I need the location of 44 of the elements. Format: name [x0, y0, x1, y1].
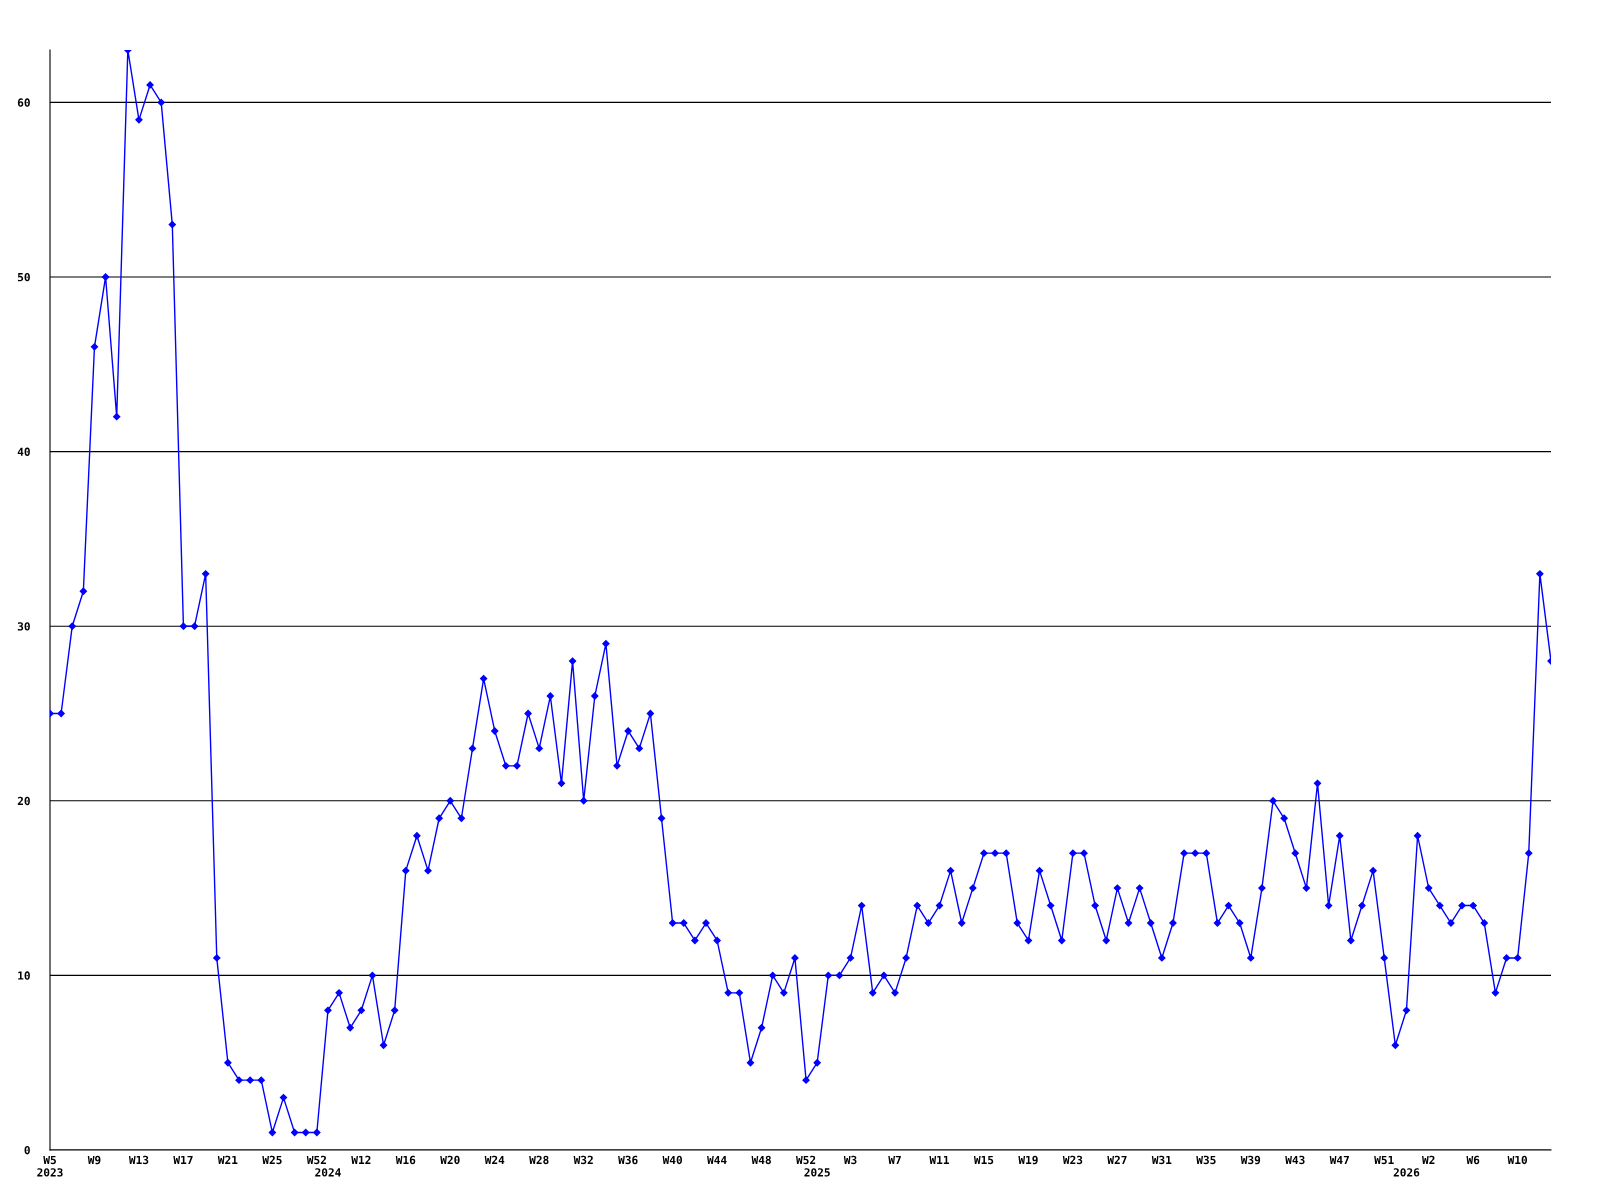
x-tick-label: W47: [1329, 1155, 1349, 1164]
x-tick-label: W3: [843, 1155, 857, 1165]
x-tick-label: W20: [440, 1155, 460, 1165]
y-tick-label: 40: [17, 447, 30, 456]
y-tick-label: 50: [17, 272, 30, 282]
x-tick-label: W52: [796, 1155, 816, 1165]
x-tick-label: 2024: [315, 1168, 341, 1177]
x-tick-label: W9: [87, 1155, 101, 1165]
x-tick-label: W10: [1507, 1155, 1528, 1165]
x-tick-label: W51: [1374, 1155, 1394, 1165]
x-tick-label: 2026: [1393, 1168, 1420, 1177]
x-tick-label: W15: [973, 1155, 994, 1165]
y-tick-label: 20: [17, 796, 30, 806]
x-tick-label: W36: [618, 1155, 638, 1165]
x-tick-label: W13: [128, 1155, 149, 1165]
y-tick-label: 30: [17, 622, 30, 631]
x-tick-label: W6: [1466, 1155, 1480, 1165]
x-tick-label: W48: [751, 1155, 771, 1165]
x-tick-label: W24: [484, 1155, 505, 1164]
x-tick-label: W28: [529, 1155, 549, 1165]
x-tick-label: W31: [1151, 1155, 1172, 1165]
x-tick-label: W16: [395, 1155, 416, 1165]
y-tick-label: 10: [18, 971, 30, 980]
y-tick-label: 0: [24, 1145, 30, 1155]
x-tick-label: W12: [351, 1155, 371, 1164]
x-tick-label: W19: [1018, 1155, 1038, 1165]
x-tick-label: W17: [173, 1155, 193, 1164]
x-tick-label: W7: [888, 1155, 901, 1164]
x-tick-label: W39: [1240, 1155, 1261, 1165]
x-tick-label: W11: [929, 1155, 949, 1164]
x-tick-label: W52: [306, 1155, 326, 1165]
x-tick-label: W25: [262, 1155, 282, 1165]
x-tick-label: W35: [1196, 1155, 1216, 1165]
x-tick-label: W32: [573, 1155, 593, 1165]
x-tick-label: 2025: [804, 1168, 830, 1177]
y-tick-label: 60: [17, 98, 30, 107]
x-tick-label: W40: [662, 1155, 682, 1165]
x-tick-label: W44: [707, 1155, 727, 1164]
x-tick-label: W43: [1285, 1155, 1305, 1165]
x-tick-label: W5 2023: [37, 1155, 63, 1177]
x-tick-label: W27: [1107, 1155, 1127, 1164]
x-tick-label: W2: [1422, 1155, 1435, 1164]
x-tick-label: W23: [1062, 1155, 1083, 1165]
x-tick-label: W21: [217, 1155, 238, 1164]
